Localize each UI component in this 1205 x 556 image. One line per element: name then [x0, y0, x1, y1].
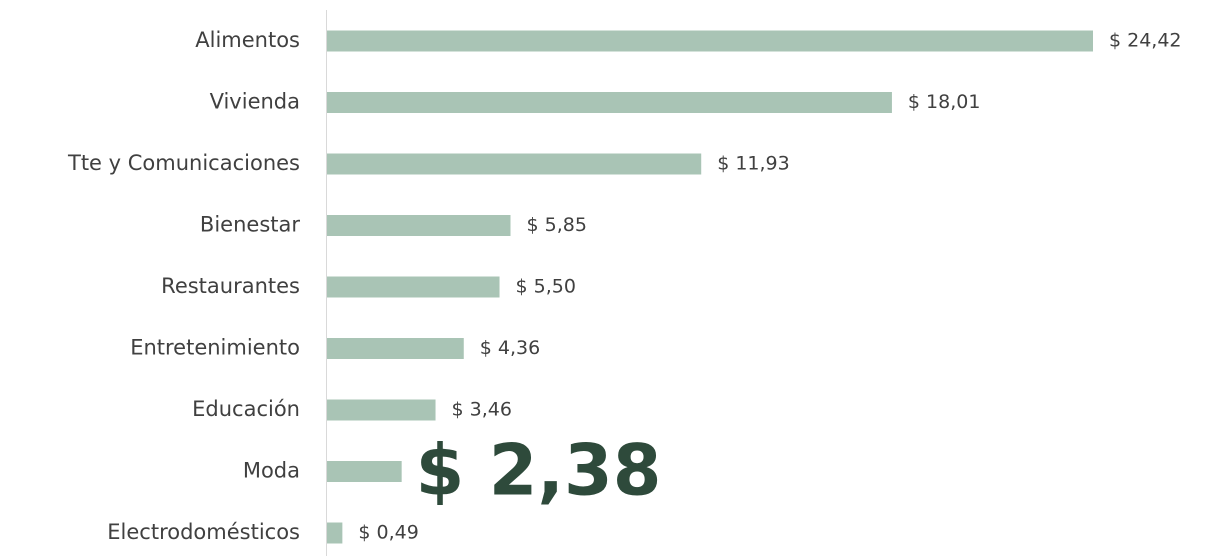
category-label: Moda: [243, 459, 300, 483]
value-label: $ 11,93: [717, 153, 790, 175]
category-label: Vivienda: [210, 90, 300, 114]
bar: [327, 276, 500, 298]
bar: [327, 30, 1093, 52]
bar: [327, 461, 402, 482]
bar: [327, 153, 702, 175]
value-label: $ 3,46: [452, 399, 512, 421]
bar: [327, 92, 892, 113]
category-label: Tte y Comunicaciones: [67, 151, 300, 175]
category-label: Entretenimiento: [130, 336, 300, 360]
category-label: Educación: [192, 397, 300, 421]
value-label: $ 24,42: [1109, 30, 1182, 52]
bar: [327, 338, 464, 359]
category-label: Bienestar: [200, 213, 300, 237]
value-label: $ 5,50: [516, 276, 576, 298]
bar: [327, 522, 343, 544]
value-label: $ 18,01: [908, 91, 981, 113]
value-label: $ 5,85: [527, 214, 587, 236]
bar: [327, 399, 436, 421]
category-label: Electrodomésticos: [107, 520, 300, 544]
highlight-value-label: $ 2,38: [416, 430, 662, 512]
value-label: $ 0,49: [358, 522, 418, 544]
category-label: Restaurantes: [161, 274, 300, 298]
bar: [327, 215, 511, 236]
value-label: $ 4,36: [480, 337, 540, 359]
category-label: Alimentos: [195, 28, 300, 52]
